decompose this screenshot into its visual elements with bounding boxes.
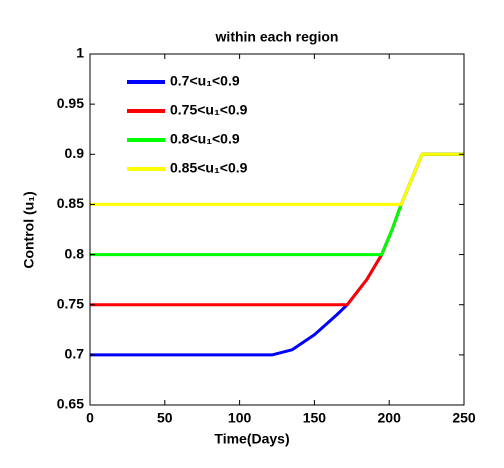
y-tick-label: 1 (76, 45, 84, 61)
series-line (90, 152, 464, 206)
y-tick-label: 0.8 (65, 245, 85, 261)
y-tick-label: 0.95 (57, 95, 84, 111)
series-line (90, 152, 464, 307)
x-tick-label: 250 (452, 410, 476, 426)
plot-frame (89, 53, 465, 406)
x-tick-label: 200 (378, 410, 402, 426)
x-tick-label: 0 (86, 410, 94, 426)
x-tick-label: 100 (228, 410, 252, 426)
x-tick-label: 150 (303, 410, 327, 426)
legend-label: 0.85<u₁<0.9 (170, 160, 248, 176)
legend-label: 0.8<u₁<0.9 (170, 131, 240, 147)
y-tick-label: 0.7 (65, 346, 85, 362)
chart-title: within each region (215, 29, 339, 45)
y-tick-label: 0.85 (57, 195, 84, 211)
y-tick-label: 0.75 (57, 295, 84, 311)
legend-label: 0.75<u₁<0.9 (170, 102, 248, 118)
x-tick-label: 50 (157, 410, 173, 426)
legend-label: 0.7<u₁<0.9 (170, 73, 240, 89)
y-tick-label: 0.9 (65, 145, 85, 161)
x-axis-label: Time(Days) (214, 431, 289, 447)
y-axis-label: Control (u₁) (21, 191, 37, 268)
y-tick-label: 0.65 (57, 396, 84, 412)
